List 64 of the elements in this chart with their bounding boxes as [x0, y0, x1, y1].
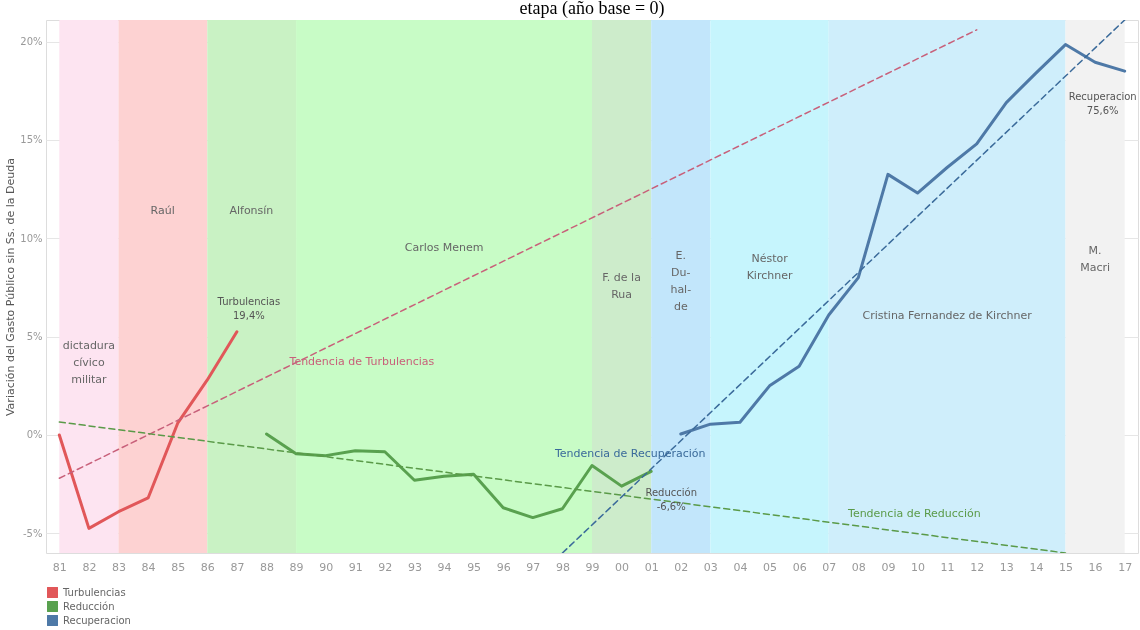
x-tick-label: 86	[200, 560, 215, 574]
band-label: Cristina Fernandez de Kirchner	[862, 309, 1033, 322]
x-tick-label: 85	[171, 560, 186, 574]
line-series	[57, 330, 239, 530]
y-tick-label: 0%	[26, 429, 43, 441]
series-label: Tendencia de Turbulencias	[288, 355, 435, 369]
y-tick-label: 20%	[20, 36, 43, 48]
x-tick-label: 01	[644, 560, 659, 574]
band-label: M. Macri	[1080, 244, 1111, 274]
x-tick-label: 95	[467, 560, 482, 574]
y-tick-label: 15%	[20, 134, 43, 146]
annotation: Reducción -6,6%	[645, 487, 697, 513]
y-tick-label: -5%	[23, 527, 43, 539]
x-tick-label: 82	[82, 560, 97, 574]
annotation: Recuperacion 75,6%	[1068, 91, 1137, 117]
legend-label: Reducción	[63, 600, 115, 612]
band-label: dictadura cívico militar	[62, 339, 116, 386]
chart-title: etapa (año base = 0)	[519, 0, 665, 19]
band-label: E. Du- hal- de	[670, 249, 692, 313]
x-tick-label: 15	[1059, 560, 1073, 574]
band-label: Carlos Menem	[404, 241, 484, 254]
x-tick-label: 94	[437, 560, 452, 574]
x-tick-label: 81	[52, 560, 67, 574]
x-tick-label: 84	[141, 560, 156, 574]
x-tick-label: 16	[1088, 560, 1103, 574]
series-label: Tendencia de Reducción	[847, 506, 981, 520]
x-tick-label: 83	[112, 560, 126, 574]
x-tick-label: 89	[289, 560, 304, 574]
x-tick-label: 02	[674, 560, 689, 574]
x-tick-label: 90	[319, 560, 334, 574]
y-tick-label: 10%	[20, 232, 43, 244]
series-label: Tendencia de Recuperación	[553, 446, 706, 460]
x-tick-label: 03	[703, 560, 718, 574]
x-tick-label: 88	[259, 560, 274, 574]
x-tick-label: 14	[1029, 560, 1044, 574]
x-tick-label: 09	[881, 560, 896, 574]
x-tick-label: 17	[1118, 560, 1133, 574]
x-tick-label: 87	[230, 560, 245, 574]
y-axis-title: Variación del Gasto Público sin Ss. de la Deuda	[4, 157, 18, 417]
x-tick-label: 06	[792, 560, 807, 574]
x-tick-label: 07	[822, 560, 837, 574]
x-tick-label: 91	[348, 560, 363, 574]
x-tick-label: 13	[999, 560, 1014, 574]
x-tick-label: 00	[615, 560, 630, 574]
x-tick-label: 96	[496, 560, 511, 574]
legend-label: Recuperacion	[63, 614, 131, 626]
x-tick-label: 04	[733, 560, 748, 574]
band-label: Alfonsín	[229, 204, 274, 217]
band-label: Néstor Kirchner	[746, 252, 793, 282]
y-tick-label: 5%	[26, 331, 43, 343]
x-tick-label: 99	[585, 560, 600, 574]
x-tick-label: 05	[763, 560, 778, 574]
x-tick-label: 92	[378, 560, 393, 574]
x-tick-label: 98	[555, 560, 570, 574]
legend-label: Turbulencias	[62, 586, 126, 598]
x-tick-label: 10	[911, 560, 926, 574]
x-tick-label: 12	[970, 560, 985, 574]
band-label: F. de la Rua	[602, 271, 641, 301]
annotation: Turbulencias 19,4%	[216, 295, 281, 321]
x-tick-label: 93	[407, 560, 422, 574]
x-tick-label: 11	[940, 560, 955, 574]
x-tick-label: 97	[526, 560, 541, 574]
band-label: Raúl	[150, 204, 175, 217]
x-tick-label: 08	[851, 560, 866, 574]
